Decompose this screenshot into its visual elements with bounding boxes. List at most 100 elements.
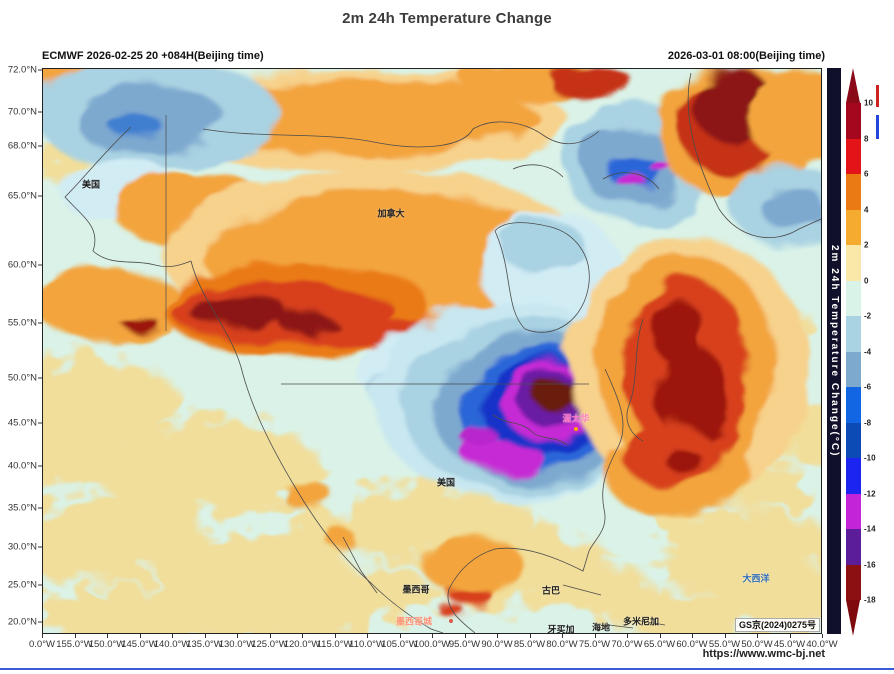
colorbar-segment (846, 351, 861, 387)
bottom-divider-line (0, 668, 894, 670)
lon-tick-label: 0.0°W (29, 639, 55, 650)
lon-tick-mark (464, 634, 466, 638)
colorbar-segment (846, 138, 861, 174)
lat-tick-mark (38, 621, 42, 623)
lon-tick-mark (659, 634, 661, 638)
colorbar-tick-label: 10 (864, 98, 873, 108)
colorbar-tick-label: -6 (864, 382, 872, 392)
lon-tick-mark (594, 634, 596, 638)
colorbar-segment (846, 174, 861, 210)
model-run-label: ECMWF 2026-02-25 20 +084H(Beijing time) (42, 50, 264, 62)
colorbar-segment (846, 387, 861, 423)
lon-tick-mark (692, 634, 693, 638)
lat-tick-mark (38, 69, 42, 71)
lon-tick-mark (302, 634, 303, 638)
lon-tick-mark (822, 634, 823, 638)
lon-tick-label: 90.0°W (481, 639, 513, 650)
lat-tick-label: 30.0°N (8, 542, 42, 553)
colorbar-segment (846, 316, 861, 352)
lon-tick-label: 95.0°W (448, 639, 481, 650)
colorbar-tick-label: 4 (864, 205, 869, 214)
lon-tick-mark (269, 634, 271, 638)
lat-tick-label: 65.0°N (8, 191, 42, 202)
colorbar-tick-label: 6 (864, 169, 869, 179)
lat-tick-label: 40.0°N (8, 461, 42, 472)
colorbar-segment (846, 493, 861, 529)
lon-tick-label: 125.0°W (251, 639, 288, 650)
lon-tick-label: 120.0°W (283, 639, 321, 650)
lat-tick-mark (38, 422, 42, 424)
lon-tick-label: 80.0°W (546, 639, 578, 650)
colorbar-segment (846, 280, 861, 316)
lat-tick-mark (38, 584, 42, 586)
lon-tick-mark (204, 634, 206, 638)
map-frame: 美国 加拿大 美国 墨西哥 古巴 牙买加 海地 多米尼加 大西洋 渥太华 墨西哥城 GS京(2024… (42, 68, 822, 634)
colorbar-segment (846, 103, 861, 139)
lat-tick-mark (38, 111, 42, 113)
lon-tick-label: 85.0°W (513, 639, 546, 650)
lat-tick-mark (38, 377, 42, 379)
lon-tick-mark (497, 634, 498, 638)
lon-tick-label: 105.0°W (381, 639, 418, 650)
lon-tick-mark (367, 634, 368, 638)
right-edge-red-mark (876, 85, 879, 107)
valid-time-label: 2026-03-01 08:00(Beijing time) (667, 50, 825, 62)
lon-tick-label: 60.0°W (676, 639, 708, 650)
lon-tick-mark (627, 634, 628, 638)
lon-tick-label: 140.0°W (153, 639, 191, 650)
colorbar-tick-label: -4 (864, 347, 872, 356)
temperature-anomaly-layer (43, 69, 821, 616)
colorbar-tick-label: -14 (864, 524, 876, 534)
lon-tick-mark (562, 634, 563, 638)
lon-tick-mark (172, 634, 173, 638)
lat-tick-label: 70.0°N (8, 107, 42, 118)
lat-tick-mark (38, 322, 42, 324)
lon-tick-label: 150.0°W (88, 639, 126, 650)
lon-tick-mark (107, 634, 108, 638)
lat-tick-label: 45.0°N (8, 418, 42, 429)
lat-tick-mark (38, 195, 42, 197)
colorbar-segment (846, 458, 861, 494)
temperature-field-map (43, 69, 821, 633)
page-title: 2m 24h Temperature Change (342, 10, 552, 27)
lon-tick-mark (74, 634, 76, 638)
lon-tick-mark (724, 634, 726, 638)
colorbar-under-arrow (846, 600, 860, 636)
colorbar-tick-label: -18 (864, 595, 876, 605)
lat-tick-label: 55.0°N (8, 318, 42, 329)
colorbar-over-arrow (846, 68, 860, 103)
colorbar-title: 2m 24h Temperature Change(°C) (827, 68, 841, 634)
lon-tick-label: 110.0°W (349, 639, 385, 650)
lat-tick-label: 72.0°N (8, 65, 42, 76)
right-edge-blue-mark (876, 115, 879, 139)
lon-tick-mark (757, 634, 758, 638)
lon-tick-mark (139, 634, 141, 638)
lon-tick-label: 40.0°W (806, 639, 838, 650)
lon-tick-label: 155.0°W (56, 639, 93, 650)
colorbar-segment (846, 529, 861, 565)
colorbar-tick-label: -12 (864, 489, 876, 498)
lat-tick-mark (38, 264, 42, 266)
lat-tick-mark (38, 465, 42, 467)
website-url: https://www.wmc-bj.net (702, 648, 825, 660)
colorbar-tick-label: -8 (864, 418, 872, 427)
lon-tick-label: 115.0°W (316, 639, 353, 650)
colorbar-segment (846, 422, 861, 458)
lon-tick-mark (399, 634, 401, 638)
longitude-axis: 0.0°W 155.0°W 150.0°W 145.0°W 140.0°W 135.0°W… (0, 634, 894, 656)
lat-tick-label: 60.0°N (8, 260, 42, 271)
coastlines-borders-layer (64, 72, 821, 633)
lon-tick-mark (789, 634, 791, 638)
lon-tick-mark (42, 634, 43, 638)
lon-tick-mark (432, 634, 433, 638)
lat-tick-mark (38, 145, 42, 147)
lon-tick-label: 45.0°W (773, 639, 806, 650)
colorbar-tick-label: 0 (864, 276, 869, 285)
lon-tick-label: 135.0°W (186, 639, 223, 650)
lat-tick-label: 68.0°N (8, 141, 42, 152)
colorbar-tick-label: -2 (864, 311, 872, 321)
lon-tick-label: 100.0°W (413, 639, 451, 650)
lon-tick-mark (237, 634, 238, 638)
lon-tick-label: 145.0°W (121, 639, 158, 650)
